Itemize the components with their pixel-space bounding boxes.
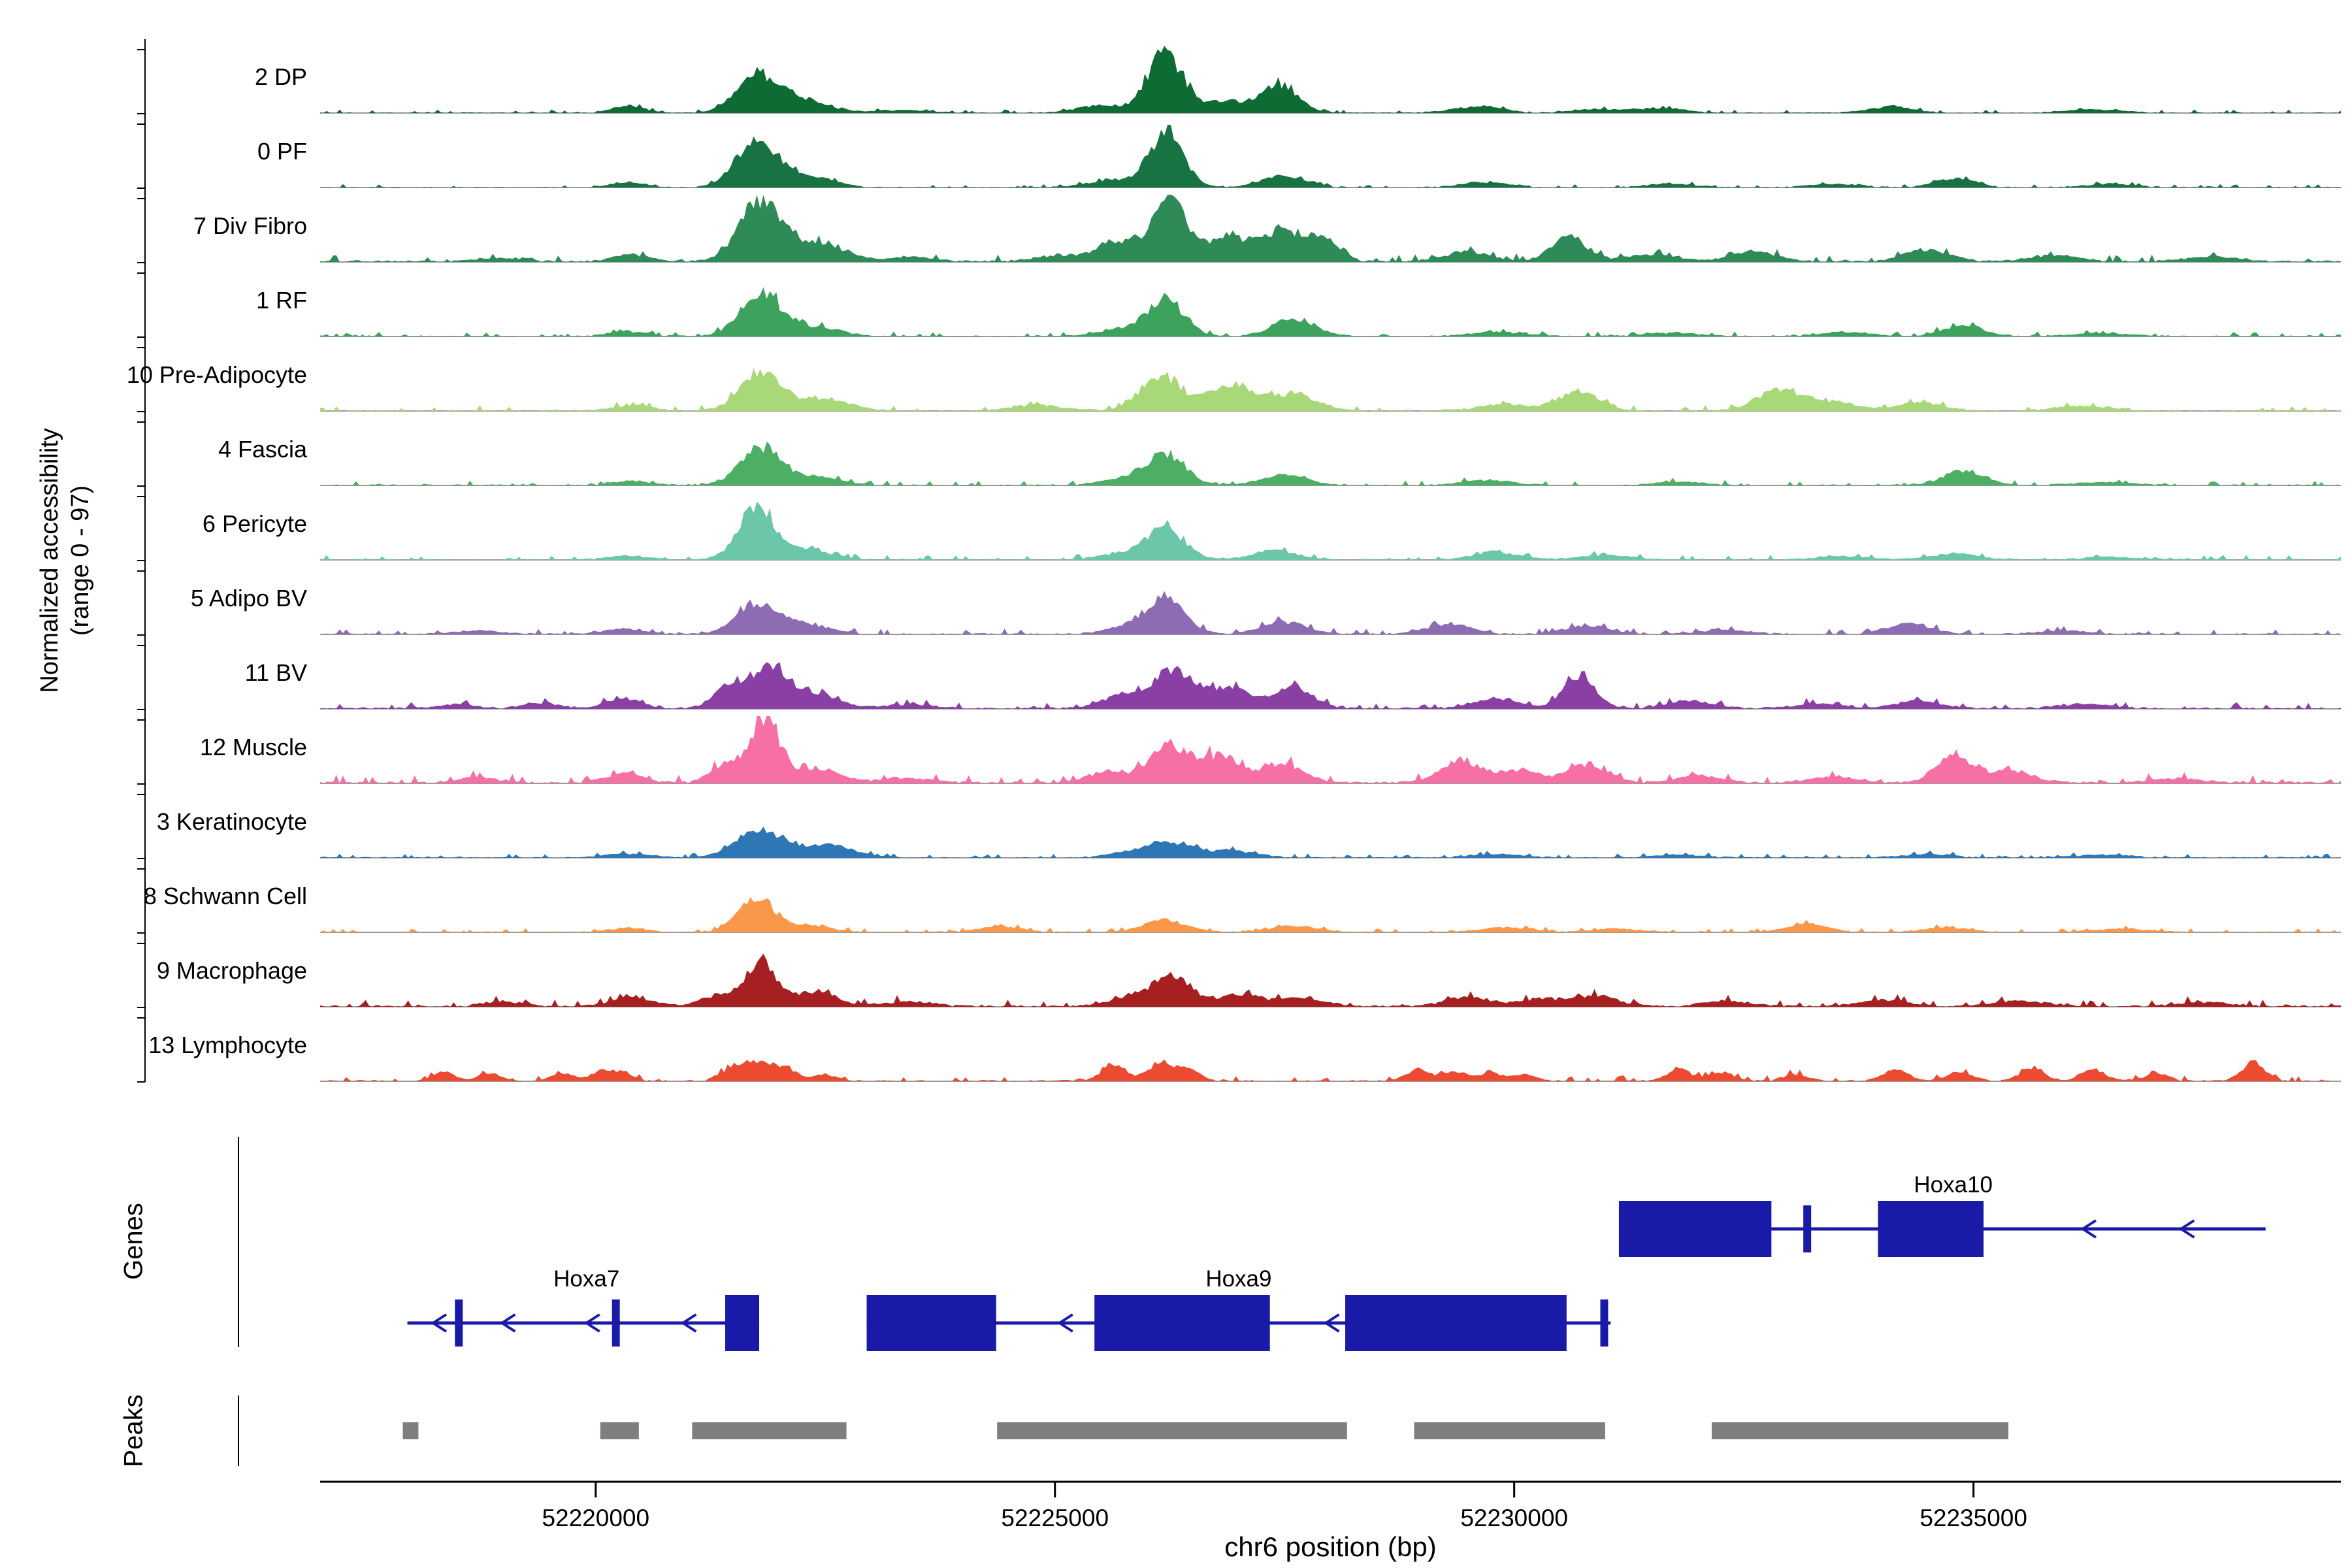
gene-label: Hoxa9 (1205, 1266, 1271, 1292)
gene-exon-tick (1600, 1299, 1609, 1347)
gene-exon (1618, 1201, 1772, 1257)
track-label: 12 Muscle (200, 734, 307, 760)
x-tick-label: 52235000 (1919, 1505, 2027, 1531)
gene-strand-arrow (2080, 1219, 2097, 1239)
signal-area (320, 1059, 2341, 1081)
signal-area (320, 826, 2341, 858)
genes-section-label: Genes (119, 1203, 148, 1280)
signal-area (320, 195, 2341, 262)
track-label: 9 Macrophage (157, 957, 307, 984)
gene-strand-arrow (680, 1313, 697, 1333)
track-label: 3 Keratinocyte (157, 808, 307, 835)
track-label: 10 Pre-Adipocyte (127, 361, 307, 388)
signal-area (320, 46, 2341, 113)
x-tick-label: 52225000 (1001, 1505, 1109, 1531)
y-axis-label-line2: (range 0 - 97) (67, 485, 94, 636)
gene-exon (1878, 1201, 1984, 1257)
gene-strand-arrow (2178, 1219, 2195, 1239)
signal-area (320, 125, 2341, 188)
track-label: 0 PF (257, 138, 307, 165)
peak-bar (1414, 1422, 1605, 1439)
peak-bar (402, 1422, 419, 1439)
y-axis-label-line1: Normalized accessibility (36, 428, 63, 693)
track-label: 1 RF (256, 287, 307, 314)
signal-area (320, 953, 2341, 1007)
gene-label: Hoxa10 (1914, 1172, 1993, 1198)
track-label: 11 BV (245, 659, 307, 686)
gene-line (407, 1321, 760, 1325)
gene-exon (1345, 1295, 1567, 1351)
peak-bar (1711, 1422, 2009, 1439)
y-axis-label: Normalized accessibility (range 0 - 97) (35, 428, 96, 693)
signal-area (320, 897, 2341, 932)
track-label: 7 Div Fibro (193, 212, 307, 239)
peak-bar (692, 1422, 847, 1439)
gene-strand-arrow (499, 1313, 516, 1333)
peaks-section-label: Peaks (119, 1394, 148, 1467)
gene-strand-arrow (1323, 1313, 1340, 1333)
gene-exon (866, 1295, 996, 1351)
signal-area (320, 501, 2341, 560)
signal-area (320, 368, 2341, 411)
gene-exon (725, 1295, 760, 1351)
signal-area (320, 591, 2341, 634)
x-axis-title: chr6 position (bp) (1224, 1531, 1437, 1562)
gene-exon-tick (455, 1299, 463, 1347)
peak-bar (997, 1422, 1347, 1439)
gene-exon-tick (1803, 1205, 1812, 1252)
signal-area (320, 662, 2341, 709)
x-tick-label: 52220000 (542, 1505, 649, 1531)
gene-exon-tick (612, 1299, 620, 1347)
track-label: 4 Fascia (218, 436, 308, 463)
gene-exon (1094, 1295, 1270, 1351)
signal-area (320, 716, 2341, 783)
x-tick-label: 52230000 (1460, 1505, 1568, 1531)
gene-label: Hoxa7 (553, 1266, 619, 1292)
peak-bar (600, 1422, 639, 1439)
track-label: 6 Pericyte (203, 510, 307, 537)
track-label: 2 DP (255, 63, 307, 90)
signal-area (320, 287, 2341, 336)
track-label: 5 Adipo BV (191, 585, 307, 612)
track-label: 8 Schwann Cell (144, 883, 307, 909)
signal-area (320, 442, 2341, 485)
track-label: 13 Lymphocyte (148, 1032, 307, 1058)
gene-strand-arrow (431, 1313, 448, 1333)
gene-strand-arrow (584, 1313, 600, 1333)
gene-strand-arrow (1057, 1313, 1073, 1333)
